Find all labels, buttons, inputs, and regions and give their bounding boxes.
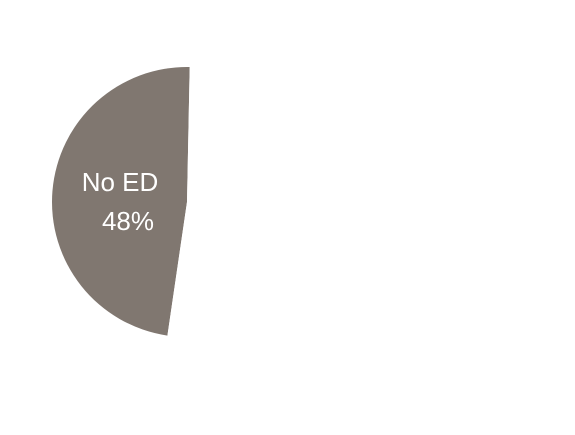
pie-labels: No ED 48% xyxy=(82,167,159,236)
slice-label-no-ed: No ED xyxy=(82,167,159,197)
pie-slice-other xyxy=(167,67,322,337)
pie-slices xyxy=(51,66,322,337)
slice-value-no-ed: 48% xyxy=(102,206,154,236)
pie-slice-no-ed xyxy=(51,66,190,336)
